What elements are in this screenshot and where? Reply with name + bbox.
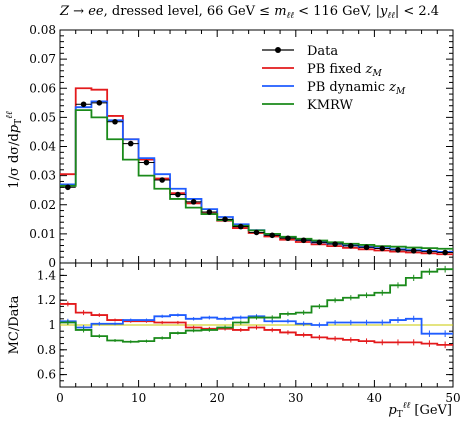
ratio-y-tick-label: 1.4 [37, 268, 56, 282]
chart-title: Z → ee, dressed level, 66 GeV ≤ mℓℓ < 11… [59, 4, 439, 21]
svg-text:PB dynamic zM: PB dynamic zM [307, 80, 406, 97]
data-point [285, 235, 291, 242]
data-point [410, 247, 417, 254]
series-line-kmrw [60, 109, 453, 250]
data-point [65, 184, 71, 191]
ratio-y-tick-label: 1 [48, 318, 56, 332]
svg-text:KMRW: KMRW [307, 98, 354, 113]
data-point [112, 118, 118, 125]
main-series-group [60, 87, 453, 256]
data-point [190, 199, 197, 205]
legend-item-data: Data [262, 44, 338, 59]
data-point [175, 191, 181, 198]
main-y-tick-label: 0.06 [29, 81, 56, 95]
ratio-y-tick-label: 0.6 [37, 368, 56, 382]
legend-item-kmrw: KMRW [262, 98, 354, 113]
svg-text:Data: Data [307, 44, 338, 59]
data-point [269, 232, 276, 239]
ratio-y-axis-label: MC/Data [7, 295, 22, 354]
data-point [379, 245, 386, 252]
data-point [363, 244, 370, 251]
main-y-tick-label: 0.01 [29, 227, 56, 241]
main-y-axis-label: 1/σ dσ/dpTℓℓ [5, 111, 24, 189]
ratio-series-group [60, 265, 453, 349]
main-y-tick-label: 0.07 [29, 52, 56, 66]
main-y-tick-label: 0.08 [29, 23, 56, 37]
main-y-tick-label: 0.05 [29, 110, 56, 124]
x-tick-label: 20 [210, 391, 225, 405]
legend-item-pb-dynamic: PB dynamic zM [262, 80, 406, 97]
main-y-tick-label: 0.02 [29, 198, 56, 212]
x-axis: 0 10 20 30 40 50 [56, 30, 461, 405]
x-tick-label: 40 [367, 391, 382, 405]
data-point [316, 239, 323, 246]
data-point [80, 101, 87, 108]
data-point [253, 229, 260, 236]
data-point [426, 248, 433, 255]
x-tick-label: 0 [56, 391, 64, 405]
data-point [159, 177, 165, 183]
x-tick-label: 30 [288, 391, 303, 405]
data-point [222, 216, 228, 223]
main-y-tick-label: 0.03 [29, 169, 56, 183]
x-axis-label: pTℓℓ [GeV] [388, 401, 452, 420]
main-y-tick-label: 0 [48, 256, 56, 270]
data-point [442, 249, 448, 256]
legend: Data PB fixed zM PB dynamic zM KMRW [262, 44, 406, 113]
main-y-tick-label: 0.04 [29, 140, 56, 154]
data-point [348, 243, 354, 249]
x-tick-label: 10 [131, 391, 146, 405]
ratio-line-kmrw [60, 268, 453, 343]
data-point [96, 100, 103, 106]
data-point [395, 247, 401, 253]
data-point [143, 159, 150, 166]
main-plot-frame [59, 29, 454, 264]
ratio-y-tick-label: 1.2 [37, 293, 56, 307]
legend-item-pb-fixed: PB fixed zM [262, 62, 382, 79]
main-y-axis: 0 0.01 0.02 0.03 0.04 0.05 0.06 0.07 0.08 [29, 23, 453, 270]
x-tick-label: 50 [445, 391, 460, 405]
data-point [206, 209, 213, 215]
data-point [237, 223, 244, 230]
ratio-y-tick-label: 0.8 [37, 343, 56, 357]
data-point [332, 241, 338, 247]
svg-text:PB fixed zM: PB fixed zM [307, 62, 382, 79]
series-line-pb-dynamic-zm [60, 100, 453, 253]
data-point [127, 140, 134, 147]
data-point [300, 237, 307, 244]
